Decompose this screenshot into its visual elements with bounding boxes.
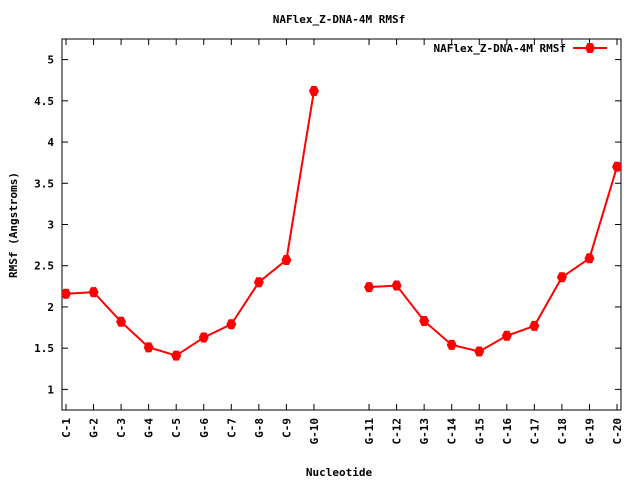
data-point — [308, 85, 319, 96]
legend-marker — [585, 43, 595, 53]
y-tick-label: 1.5 — [34, 342, 54, 355]
x-tick-label: G-8 — [253, 418, 266, 438]
data-point — [529, 320, 540, 331]
y-tick-label: 2 — [47, 301, 54, 314]
x-tick-label: G-19 — [583, 418, 596, 445]
x-tick-label: G-4 — [143, 418, 156, 438]
data-point — [61, 288, 71, 299]
data-point — [143, 342, 154, 353]
x-axis: C-1 G-2 C-3 G-4 C-5 G-6 C-7 G-8 C-9 G-10 G-11 C-12 G… — [60, 39, 624, 445]
data-point — [226, 319, 237, 330]
data-point — [556, 272, 567, 283]
data-point — [281, 254, 292, 265]
legend: NAFlex_Z-DNA-4M RMSf — [434, 42, 607, 55]
plot-frame — [61, 38, 622, 411]
data-point — [116, 316, 127, 327]
x-axis-label: Nucleotide — [306, 466, 373, 479]
x-tick-label: C-1 — [60, 418, 73, 438]
data-point — [364, 282, 375, 293]
chart-title: NAFlex_Z-DNA-4M RMSf — [273, 13, 405, 26]
x-tick-label: C-20 — [611, 418, 624, 445]
x-tick-label: G-2 — [88, 418, 101, 438]
data-point — [612, 161, 622, 172]
legend-label: NAFlex_Z-DNA-4M RMSf — [434, 42, 566, 55]
data-point — [584, 253, 595, 264]
series-line — [65, 90, 315, 357]
data-point — [446, 339, 457, 350]
y-tick-label: 4.5 — [34, 95, 54, 108]
data-point — [171, 350, 182, 361]
y-tick-label: 4 — [47, 136, 54, 149]
y-axis: 1 1.5 2 2.5 3 3.5 4 4.5 5 — [34, 54, 621, 396]
x-tick-label: G-10 — [308, 418, 321, 445]
y-tick-label: 2.5 — [34, 260, 54, 273]
data-point — [253, 277, 264, 288]
series-line — [368, 166, 618, 353]
x-tick-label: C-9 — [280, 418, 293, 438]
x-tick-label: C-5 — [170, 418, 183, 438]
x-tick-label: G-13 — [418, 418, 431, 445]
y-tick-label: 1 — [47, 383, 54, 396]
x-tick-label: C-17 — [528, 418, 541, 445]
x-tick-label: C-14 — [446, 418, 459, 445]
data-point — [88, 287, 99, 298]
data-point — [391, 280, 402, 291]
data-point — [474, 346, 485, 357]
x-tick-label: C-18 — [556, 418, 569, 445]
x-tick-label: C-7 — [225, 418, 238, 438]
y-axis-label: RMSf (Angstroms) — [7, 172, 20, 278]
data-point — [501, 330, 512, 341]
x-tick-label: G-15 — [473, 418, 486, 445]
data-point — [198, 332, 209, 343]
x-tick-label: C-3 — [115, 418, 128, 438]
x-tick-label: C-12 — [391, 418, 404, 445]
series-layer — [61, 85, 622, 361]
y-tick-label: 5 — [47, 54, 54, 67]
y-tick-label: 3 — [47, 219, 54, 232]
y-tick-label: 3.5 — [34, 177, 54, 190]
x-tick-label: G-11 — [363, 418, 376, 445]
x-tick-label: G-6 — [198, 418, 211, 438]
data-point — [419, 315, 430, 326]
x-tick-label: C-16 — [501, 418, 514, 445]
